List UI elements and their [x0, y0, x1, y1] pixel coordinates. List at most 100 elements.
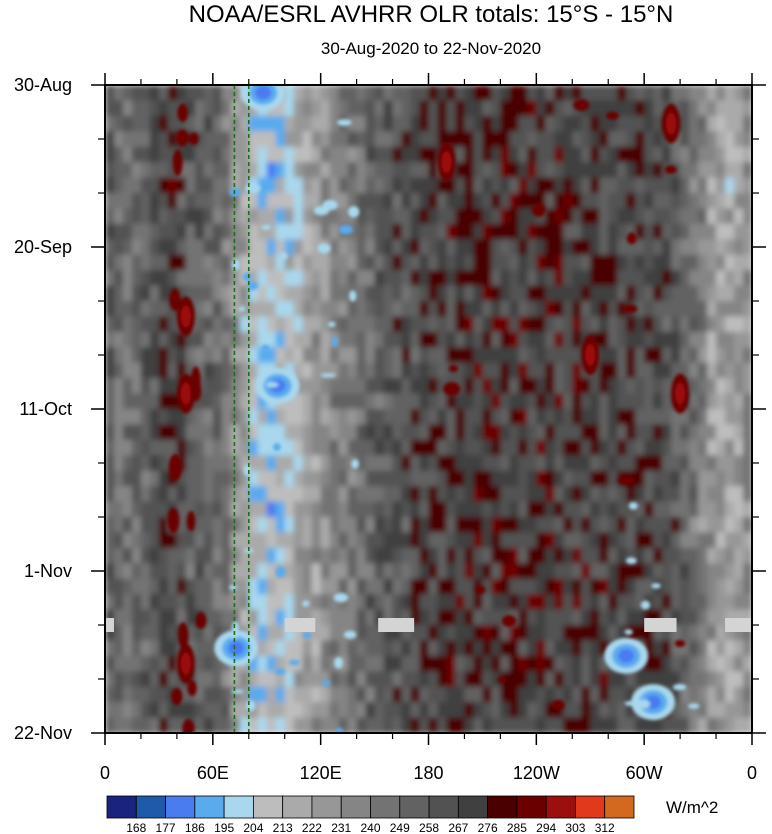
olr-cell	[464, 702, 475, 719]
olr-cell	[689, 702, 699, 719]
olr-cell	[203, 177, 214, 194]
olr-cell	[644, 331, 654, 349]
olr-cell	[419, 393, 430, 410]
olr-cell	[509, 547, 520, 565]
olr-cell	[212, 486, 223, 503]
olr-cell	[689, 655, 699, 673]
olr-cell	[194, 547, 205, 565]
olr-cell	[563, 486, 574, 503]
olr-cell	[194, 177, 205, 194]
olr-cell	[563, 409, 574, 426]
olr-cell	[140, 686, 151, 703]
olr-cell	[230, 378, 241, 395]
olr-cell	[167, 640, 178, 657]
olr-cell	[608, 439, 619, 457]
olr-cell	[716, 625, 726, 642]
olr-cell	[734, 609, 744, 626]
olr-cell	[680, 131, 690, 148]
olr-cell	[158, 347, 169, 364]
olr-cell	[518, 486, 529, 503]
olr-cell	[743, 640, 752, 657]
olr-cell	[680, 625, 690, 642]
olr-cell	[473, 115, 484, 133]
olr-cell	[275, 609, 286, 626]
olr-cell	[293, 486, 304, 503]
olr-cell	[635, 517, 645, 534]
olr-cell	[482, 393, 493, 410]
olr-cell	[590, 702, 601, 719]
low-olr-speck	[302, 600, 310, 607]
missing-data-bar	[284, 618, 316, 632]
olr-cell	[302, 193, 313, 210]
olr-cell	[554, 239, 565, 256]
olr-cell	[212, 424, 223, 441]
olr-cell	[626, 347, 636, 364]
olr-cell	[239, 362, 250, 379]
olr-cell	[329, 100, 340, 117]
olr-cell	[401, 285, 412, 302]
olr-cell	[203, 193, 214, 210]
olr-cell	[293, 331, 304, 349]
olr-cell	[473, 378, 484, 395]
olr-cell	[212, 347, 223, 364]
olr-cell	[464, 455, 475, 472]
olr-cell	[275, 146, 286, 163]
olr-cell	[257, 717, 268, 733]
olr-cell	[122, 578, 133, 595]
olr-cell	[365, 470, 376, 487]
olr-cell	[239, 532, 250, 549]
olr-cell	[500, 655, 511, 673]
olr-cell	[581, 270, 592, 287]
olr-cell	[455, 85, 466, 102]
olr-cell	[383, 409, 394, 426]
olr-cell	[734, 655, 744, 673]
olr-cell	[230, 439, 241, 457]
olr-cell	[743, 254, 752, 271]
olr-cell	[536, 625, 547, 642]
olr-cell	[176, 177, 187, 194]
olr-cell	[428, 285, 439, 302]
olr-cell	[734, 702, 744, 719]
olr-cell	[203, 686, 214, 703]
olr-cell	[626, 594, 636, 611]
olr-cell	[239, 208, 250, 225]
olr-cell	[581, 85, 592, 102]
olr-cell	[698, 331, 708, 349]
olr-cell	[536, 655, 547, 673]
olr-cell	[626, 609, 636, 626]
olr-cell	[302, 655, 313, 673]
olr-cell	[374, 239, 385, 256]
olr-cell	[410, 254, 421, 271]
olr-cell	[140, 331, 151, 349]
olr-cell	[176, 409, 187, 426]
olr-cell	[275, 301, 286, 318]
olr-cell	[383, 316, 394, 333]
olr-cell	[221, 609, 232, 626]
olr-cell	[527, 625, 538, 642]
olr-cell	[149, 362, 160, 379]
olr-cell	[518, 208, 529, 225]
olr-cell	[203, 625, 214, 642]
olr-cell	[689, 547, 699, 565]
olr-cell	[581, 671, 592, 688]
olr-cell	[734, 717, 744, 733]
olr-cell	[347, 270, 358, 287]
olr-cell	[293, 671, 304, 688]
olr-cell	[536, 378, 547, 395]
olr-cell	[572, 393, 583, 410]
olr-cell	[374, 671, 385, 688]
olr-cell	[131, 347, 142, 364]
olr-cell	[626, 517, 636, 534]
olr-cell	[266, 455, 277, 472]
olr-cell	[563, 547, 574, 565]
olr-cell	[203, 331, 214, 349]
olr-cell	[401, 501, 412, 518]
olr-cell	[293, 100, 304, 117]
olr-cell	[626, 547, 636, 565]
olr-cell	[455, 594, 466, 611]
olr-cell	[140, 532, 151, 549]
olr-cell	[455, 563, 466, 580]
high-olr-speck	[172, 149, 183, 177]
olr-cell	[662, 455, 672, 472]
olr-cell	[716, 655, 726, 673]
